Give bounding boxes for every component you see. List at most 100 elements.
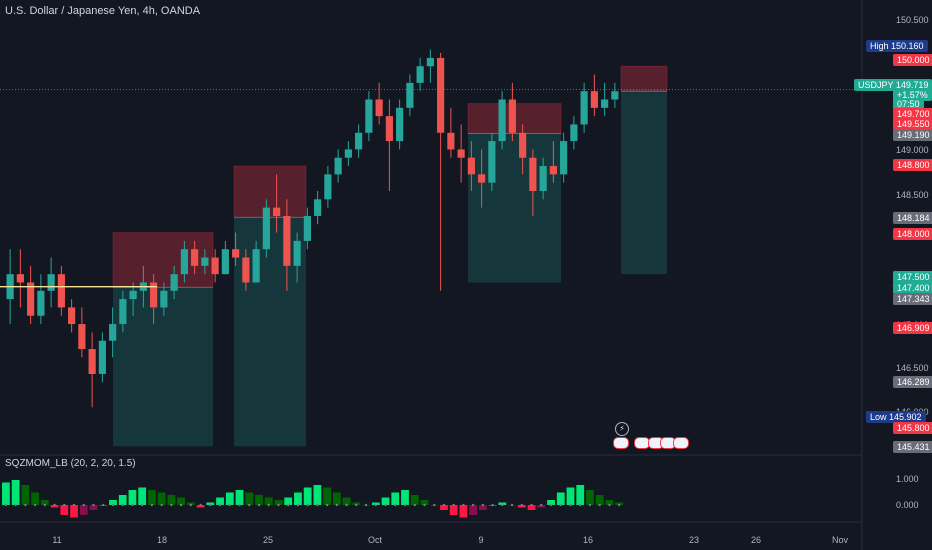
squeeze-dot: [170, 503, 173, 507]
price-tag-label: High: [870, 41, 892, 51]
momentum-bar: [225, 492, 234, 505]
momentum-bar: [342, 497, 351, 505]
squeeze-dot: [286, 503, 290, 507]
squeeze-dot: [267, 503, 270, 507]
squeeze-dot: [316, 503, 319, 507]
momentum-bar: [459, 505, 468, 518]
symbol-title[interactable]: U.S. Dollar / Japanese Yen, 4h, OANDA: [5, 5, 201, 17]
squeeze-dot: [510, 503, 514, 507]
candle-body: [539, 166, 547, 191]
price-tag: 147.500: [893, 271, 932, 283]
position-target-zone: [468, 133, 561, 283]
momentum-bar: [440, 505, 448, 510]
candle-body: [88, 349, 96, 374]
price-scale-label: 146.500: [896, 363, 929, 373]
squeeze-dot: [540, 503, 543, 507]
squeeze-dot: [306, 503, 309, 507]
event-flag-icon[interactable]: [613, 437, 629, 449]
lightning-icon[interactable]: ⚡: [615, 422, 629, 436]
squeeze-dot: [588, 503, 592, 507]
momentum-bar: [576, 485, 585, 505]
momentum-bar: [40, 500, 49, 505]
squeeze-dot: [257, 503, 261, 507]
momentum-bar: [401, 490, 409, 505]
price-tag: 149.700: [893, 108, 932, 120]
candle-body: [211, 257, 219, 275]
squeeze-dot: [549, 503, 553, 507]
momentum-bar: [556, 492, 565, 505]
momentum-bar: [89, 505, 98, 510]
price-tag: 146.909: [893, 322, 932, 334]
price-tag: 07:50: [893, 98, 924, 110]
momentum-bar: [216, 497, 224, 505]
price-tag-value: 148.800: [897, 160, 930, 170]
squeeze-dot: [569, 503, 572, 507]
squeeze-dot: [452, 503, 455, 507]
candle-body: [27, 282, 35, 316]
momentum-bar: [109, 500, 117, 505]
squeeze-dot: [228, 503, 231, 507]
momentum-bar: [410, 495, 419, 505]
squeeze-dot: [277, 503, 280, 507]
squeeze-dot: [442, 503, 446, 507]
momentum-bar: [118, 495, 127, 505]
squeeze-dot: [471, 503, 475, 507]
candle-body: [549, 166, 557, 175]
candle-body: [262, 207, 270, 250]
candle-body: [426, 57, 434, 67]
price-scale-label: 150.500: [896, 15, 929, 25]
price-tag-value: 150.160: [891, 41, 924, 51]
candle-body: [16, 274, 24, 283]
momentum-bar: [605, 500, 614, 505]
squeeze-dot: [63, 503, 66, 507]
candle-body: [508, 99, 516, 133]
price-tag: 147.400: [893, 282, 932, 294]
candle-body: [437, 57, 445, 133]
squeeze-dot: [413, 503, 416, 507]
price-tag: 148.184: [893, 212, 932, 224]
squeeze-dot: [199, 503, 202, 507]
momentum-bar: [517, 505, 526, 508]
candle-body: [109, 324, 117, 341]
price-tag: 149.190: [893, 129, 932, 141]
candle-body: [355, 132, 363, 150]
price-tag-value: 145.800: [897, 423, 930, 433]
squeeze-dot: [335, 503, 339, 507]
momentum-bar: [157, 492, 166, 505]
candle-body: [457, 149, 465, 158]
squeeze-dot: [92, 503, 95, 507]
candle-body: [601, 99, 609, 108]
squeeze-dot: [374, 503, 377, 507]
squeeze-dot: [150, 503, 154, 507]
candle-body: [314, 199, 322, 216]
momentum-bar: [274, 500, 283, 505]
event-flag-icon[interactable]: [673, 437, 689, 449]
squeeze-dot: [530, 503, 533, 507]
indicator-title[interactable]: SQZMOM_LB (20, 2, 20, 1.5): [5, 458, 136, 469]
momentum-bar: [264, 497, 273, 505]
price-tag-value: 146.289: [897, 377, 930, 387]
price-tag-value: 149.190: [897, 130, 930, 140]
momentum-bar: [498, 502, 507, 505]
time-axis-label: 26: [750, 535, 762, 545]
candle-body: [170, 274, 178, 291]
momentum-bar: [352, 502, 361, 505]
price-tag: 145.800: [893, 422, 932, 434]
price-tag-value: 07:50: [897, 99, 920, 109]
time-axis-label: 11: [52, 535, 62, 545]
squeeze-dot: [14, 503, 17, 507]
squeeze-dot: [617, 503, 621, 507]
squeeze-dot: [520, 503, 524, 507]
candle-body: [252, 249, 260, 283]
time-axis-label: Nov: [831, 535, 849, 545]
squeeze-dot: [72, 503, 76, 507]
momentum-bar: [177, 497, 186, 505]
squeeze-dot: [218, 503, 222, 507]
price-tag-value: 145.902: [889, 412, 922, 422]
candle-body: [150, 282, 158, 308]
momentum-bar: [527, 505, 536, 510]
candle-body: [119, 299, 127, 325]
time-axis-label: 9: [478, 535, 484, 545]
squeeze-dot: [608, 503, 611, 507]
